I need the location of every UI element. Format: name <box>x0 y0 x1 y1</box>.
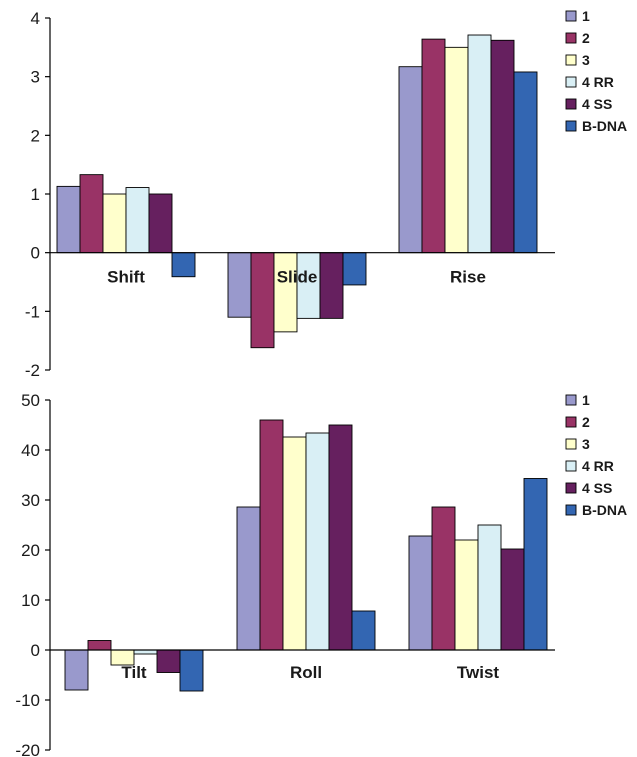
bar-slide-series-6 <box>342 252 367 286</box>
bar-twist-series-4 <box>477 524 502 651</box>
y-tick-label: 3 <box>31 68 40 87</box>
bar-slide-series-2 <box>250 252 275 349</box>
bar-twist-series-1 <box>408 535 433 651</box>
legend-label-6: B-DNA <box>582 502 627 518</box>
bar-tilt-series-1 <box>64 649 89 691</box>
bar-shift-series-3 <box>102 193 127 254</box>
bar-tilt-series-6 <box>179 649 204 692</box>
bar-rise-series-3 <box>444 46 469 254</box>
bar-rise-series-4 <box>467 34 492 254</box>
category-label-tilt: Tilt <box>121 663 147 682</box>
bar-tilt-series-2 <box>87 640 112 651</box>
bar-slide-series-3 <box>273 252 298 333</box>
bar-rise-series-6 <box>513 71 538 254</box>
bar-shift-series-1 <box>56 185 81 254</box>
bar-tilt-series-5 <box>156 649 181 673</box>
bar-twist-series-2 <box>431 506 456 651</box>
bar-shift-series-2 <box>79 174 104 254</box>
legend-swatch-6 <box>565 120 577 132</box>
legend-label-1: 1 <box>582 392 590 408</box>
y-tick-label: -2 <box>25 361 40 380</box>
y-tick-label: 0 <box>31 244 40 263</box>
y-tick-label: 10 <box>21 591 40 610</box>
y-tick-label: 20 <box>21 541 40 560</box>
legend-label-5: 4 SS <box>582 480 612 496</box>
category-label-roll: Roll <box>290 663 322 682</box>
bar-shift-series-6 <box>171 252 196 278</box>
y-tick-label: 0 <box>31 641 40 660</box>
bar-slide-series-5 <box>319 252 344 319</box>
bar-rise-series-5 <box>490 39 515 254</box>
category-label-slide: Slide <box>277 268 318 287</box>
bar-twist-series-5 <box>500 548 525 651</box>
bar-shift-series-5 <box>148 193 173 254</box>
category-label-shift: Shift <box>107 268 145 287</box>
bar-rise-series-1 <box>398 66 423 254</box>
legend-label-5: 4 SS <box>582 96 612 112</box>
y-tick-label: 2 <box>31 126 40 145</box>
legend-label-4: 4 RR <box>582 74 614 90</box>
legend-swatch-4 <box>565 76 577 88</box>
legend-swatch-5 <box>565 98 577 110</box>
bar-twist-series-3 <box>454 539 479 651</box>
bar-roll-series-3 <box>282 436 307 651</box>
chart-panel-1: -2 -1 0 1 2 3 4 Shift Slide Rise 1 2 3 4 RR 4 SS B-DNA <box>25 8 627 380</box>
y-tick-label: 30 <box>21 491 40 510</box>
y-tick-label: -20 <box>15 741 40 757</box>
legend-label-6: B-DNA <box>582 118 627 134</box>
bar-roll-series-1 <box>236 506 261 651</box>
bar-twist-series-6 <box>523 478 548 651</box>
legend-swatch-1 <box>565 394 577 406</box>
y-tick-label: 40 <box>21 441 40 460</box>
legend-swatch-4 <box>565 460 577 472</box>
legend-label-3: 3 <box>582 52 590 68</box>
legend-swatch-3 <box>565 438 577 450</box>
category-label-rise: Rise <box>450 268 486 287</box>
bar-slide-series-1 <box>227 252 252 318</box>
bar-shift-series-4 <box>125 187 150 254</box>
bar-roll-series-2 <box>259 419 284 651</box>
category-label-twist: Twist <box>457 663 500 682</box>
legend-swatch-2 <box>565 416 577 428</box>
legend-label-4: 4 RR <box>582 458 614 474</box>
legend-swatch-5 <box>565 482 577 494</box>
bar-roll-series-6 <box>351 610 376 651</box>
y-tick-label: 1 <box>31 185 40 204</box>
legend-swatch-1 <box>565 10 577 22</box>
bar-roll-series-5 <box>328 424 353 651</box>
bar-roll-series-4 <box>305 432 330 651</box>
legend-label-3: 3 <box>582 436 590 452</box>
chart-panel-2: -20 -10 0 10 20 30 40 50 Tilt Roll Twist 1 2 3 4 RR 4 S… <box>15 391 627 757</box>
y-tick-label: 50 <box>21 391 40 410</box>
bar-rise-series-2 <box>421 38 446 254</box>
legend-label-1: 1 <box>582 8 590 24</box>
legend-swatch-2 <box>565 32 577 44</box>
y-tick-label: -10 <box>15 691 40 710</box>
legend-swatch-6 <box>565 504 577 516</box>
legend-swatch-3 <box>565 54 577 66</box>
y-tick-label: 4 <box>31 9 40 28</box>
legend-label-2: 2 <box>582 30 590 46</box>
legend-label-2: 2 <box>582 414 590 430</box>
y-tick-label: -1 <box>25 302 40 321</box>
